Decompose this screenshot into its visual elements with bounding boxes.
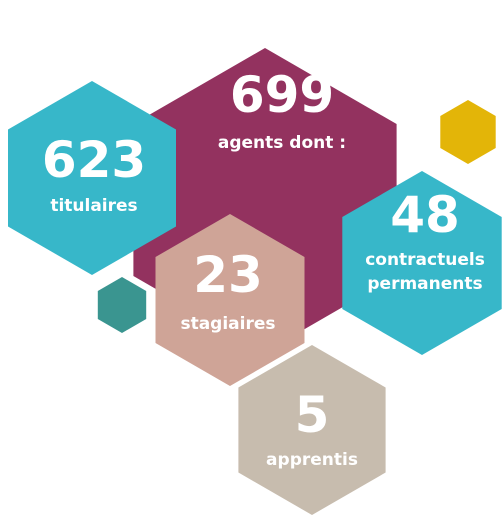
agents-number: 699 <box>230 66 334 124</box>
contractuels-label-1: contractuels <box>365 250 485 270</box>
apprentis-number: 5 <box>295 386 330 444</box>
contractuels-number: 48 <box>390 186 460 244</box>
teal-hexagon <box>97 277 147 333</box>
titulaires-number: 623 <box>42 131 146 189</box>
stagiaires-number: 23 <box>193 246 263 304</box>
agents-label: agents dont : <box>218 133 346 153</box>
stagiaires-hexagon <box>155 214 305 386</box>
titulaires-label: titulaires <box>50 196 137 216</box>
apprentis-label: apprentis <box>266 450 358 470</box>
contractuels-label-2: permanents <box>367 274 482 294</box>
hexagons <box>8 48 502 515</box>
yellow-hexagon <box>440 100 496 164</box>
stagiaires-label: stagiaires <box>180 314 275 334</box>
titulaires-hexagon <box>8 81 176 275</box>
contractuels-hexagon <box>342 171 502 355</box>
apprentis-hexagon <box>238 345 386 515</box>
